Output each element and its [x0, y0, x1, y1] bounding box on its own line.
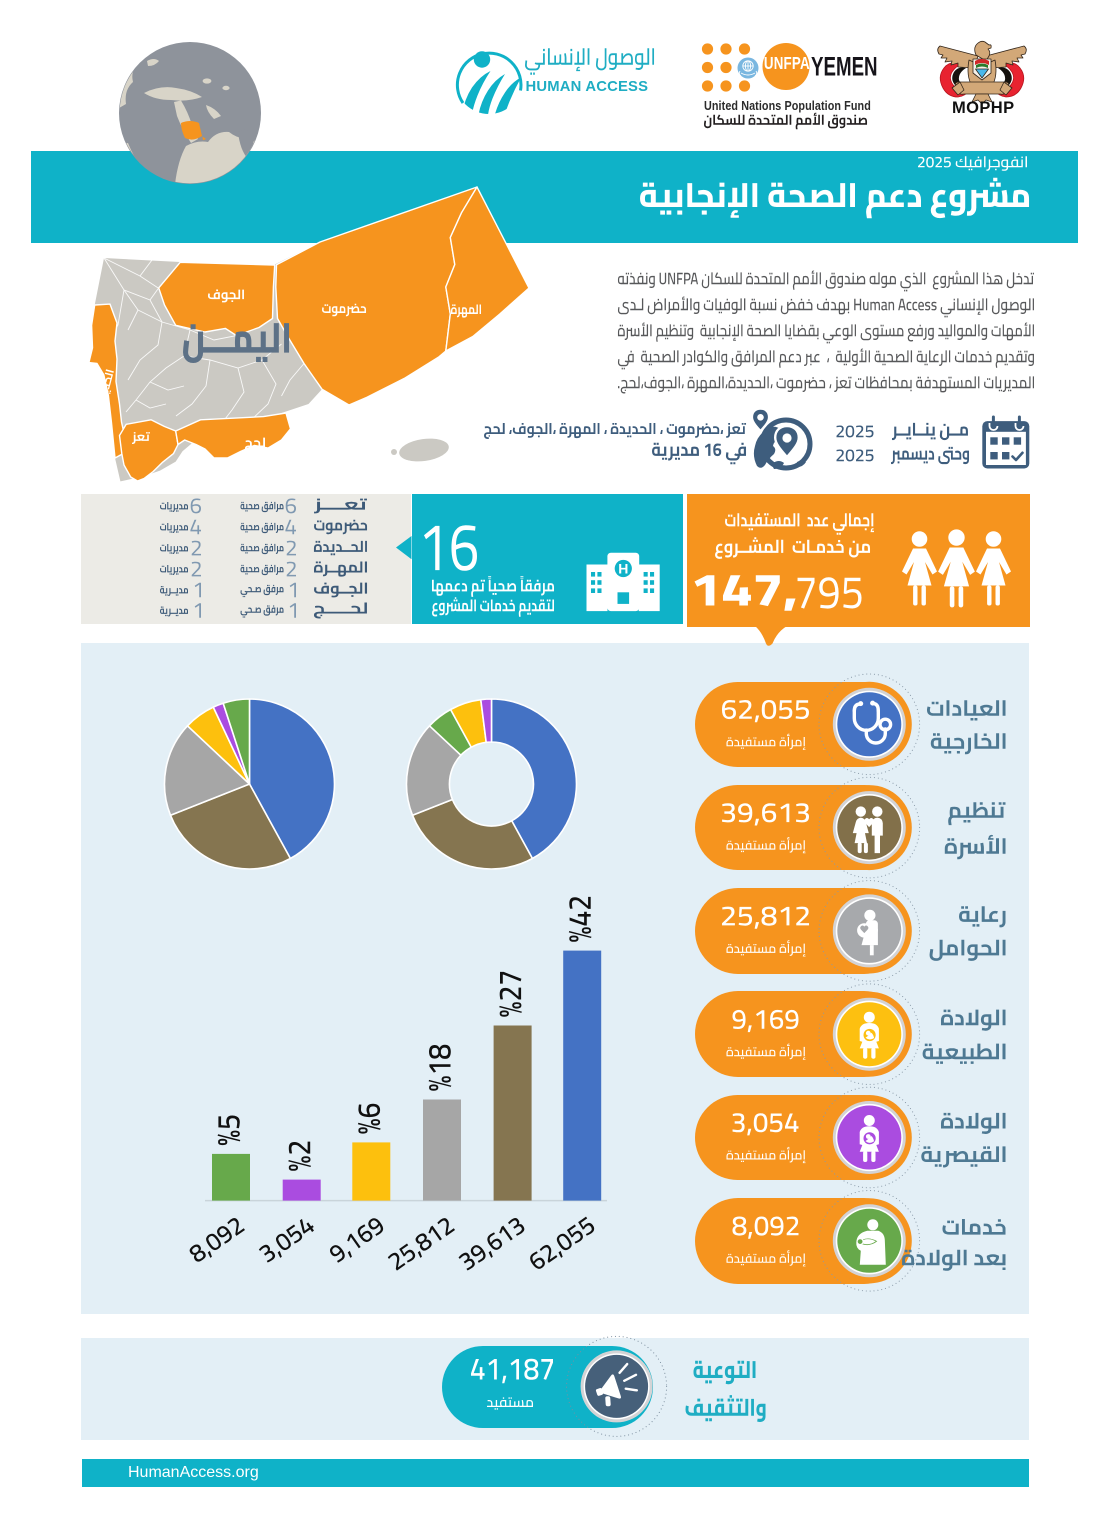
- svg-text:H: H: [618, 561, 628, 577]
